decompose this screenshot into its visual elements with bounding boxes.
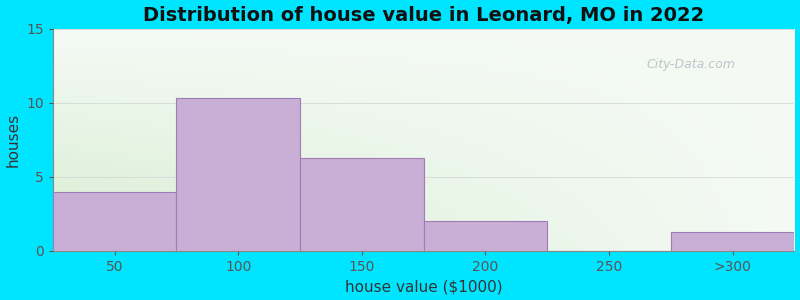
Title: Distribution of house value in Leonard, MO in 2022: Distribution of house value in Leonard, …: [143, 6, 704, 25]
Text: City-Data.com: City-Data.com: [646, 58, 735, 71]
Bar: [671, 232, 794, 251]
Y-axis label: houses: houses: [6, 113, 21, 167]
Bar: [424, 221, 547, 251]
Bar: [176, 98, 300, 251]
Bar: [300, 158, 424, 251]
X-axis label: house value ($1000): house value ($1000): [345, 279, 502, 294]
Bar: [53, 192, 176, 251]
